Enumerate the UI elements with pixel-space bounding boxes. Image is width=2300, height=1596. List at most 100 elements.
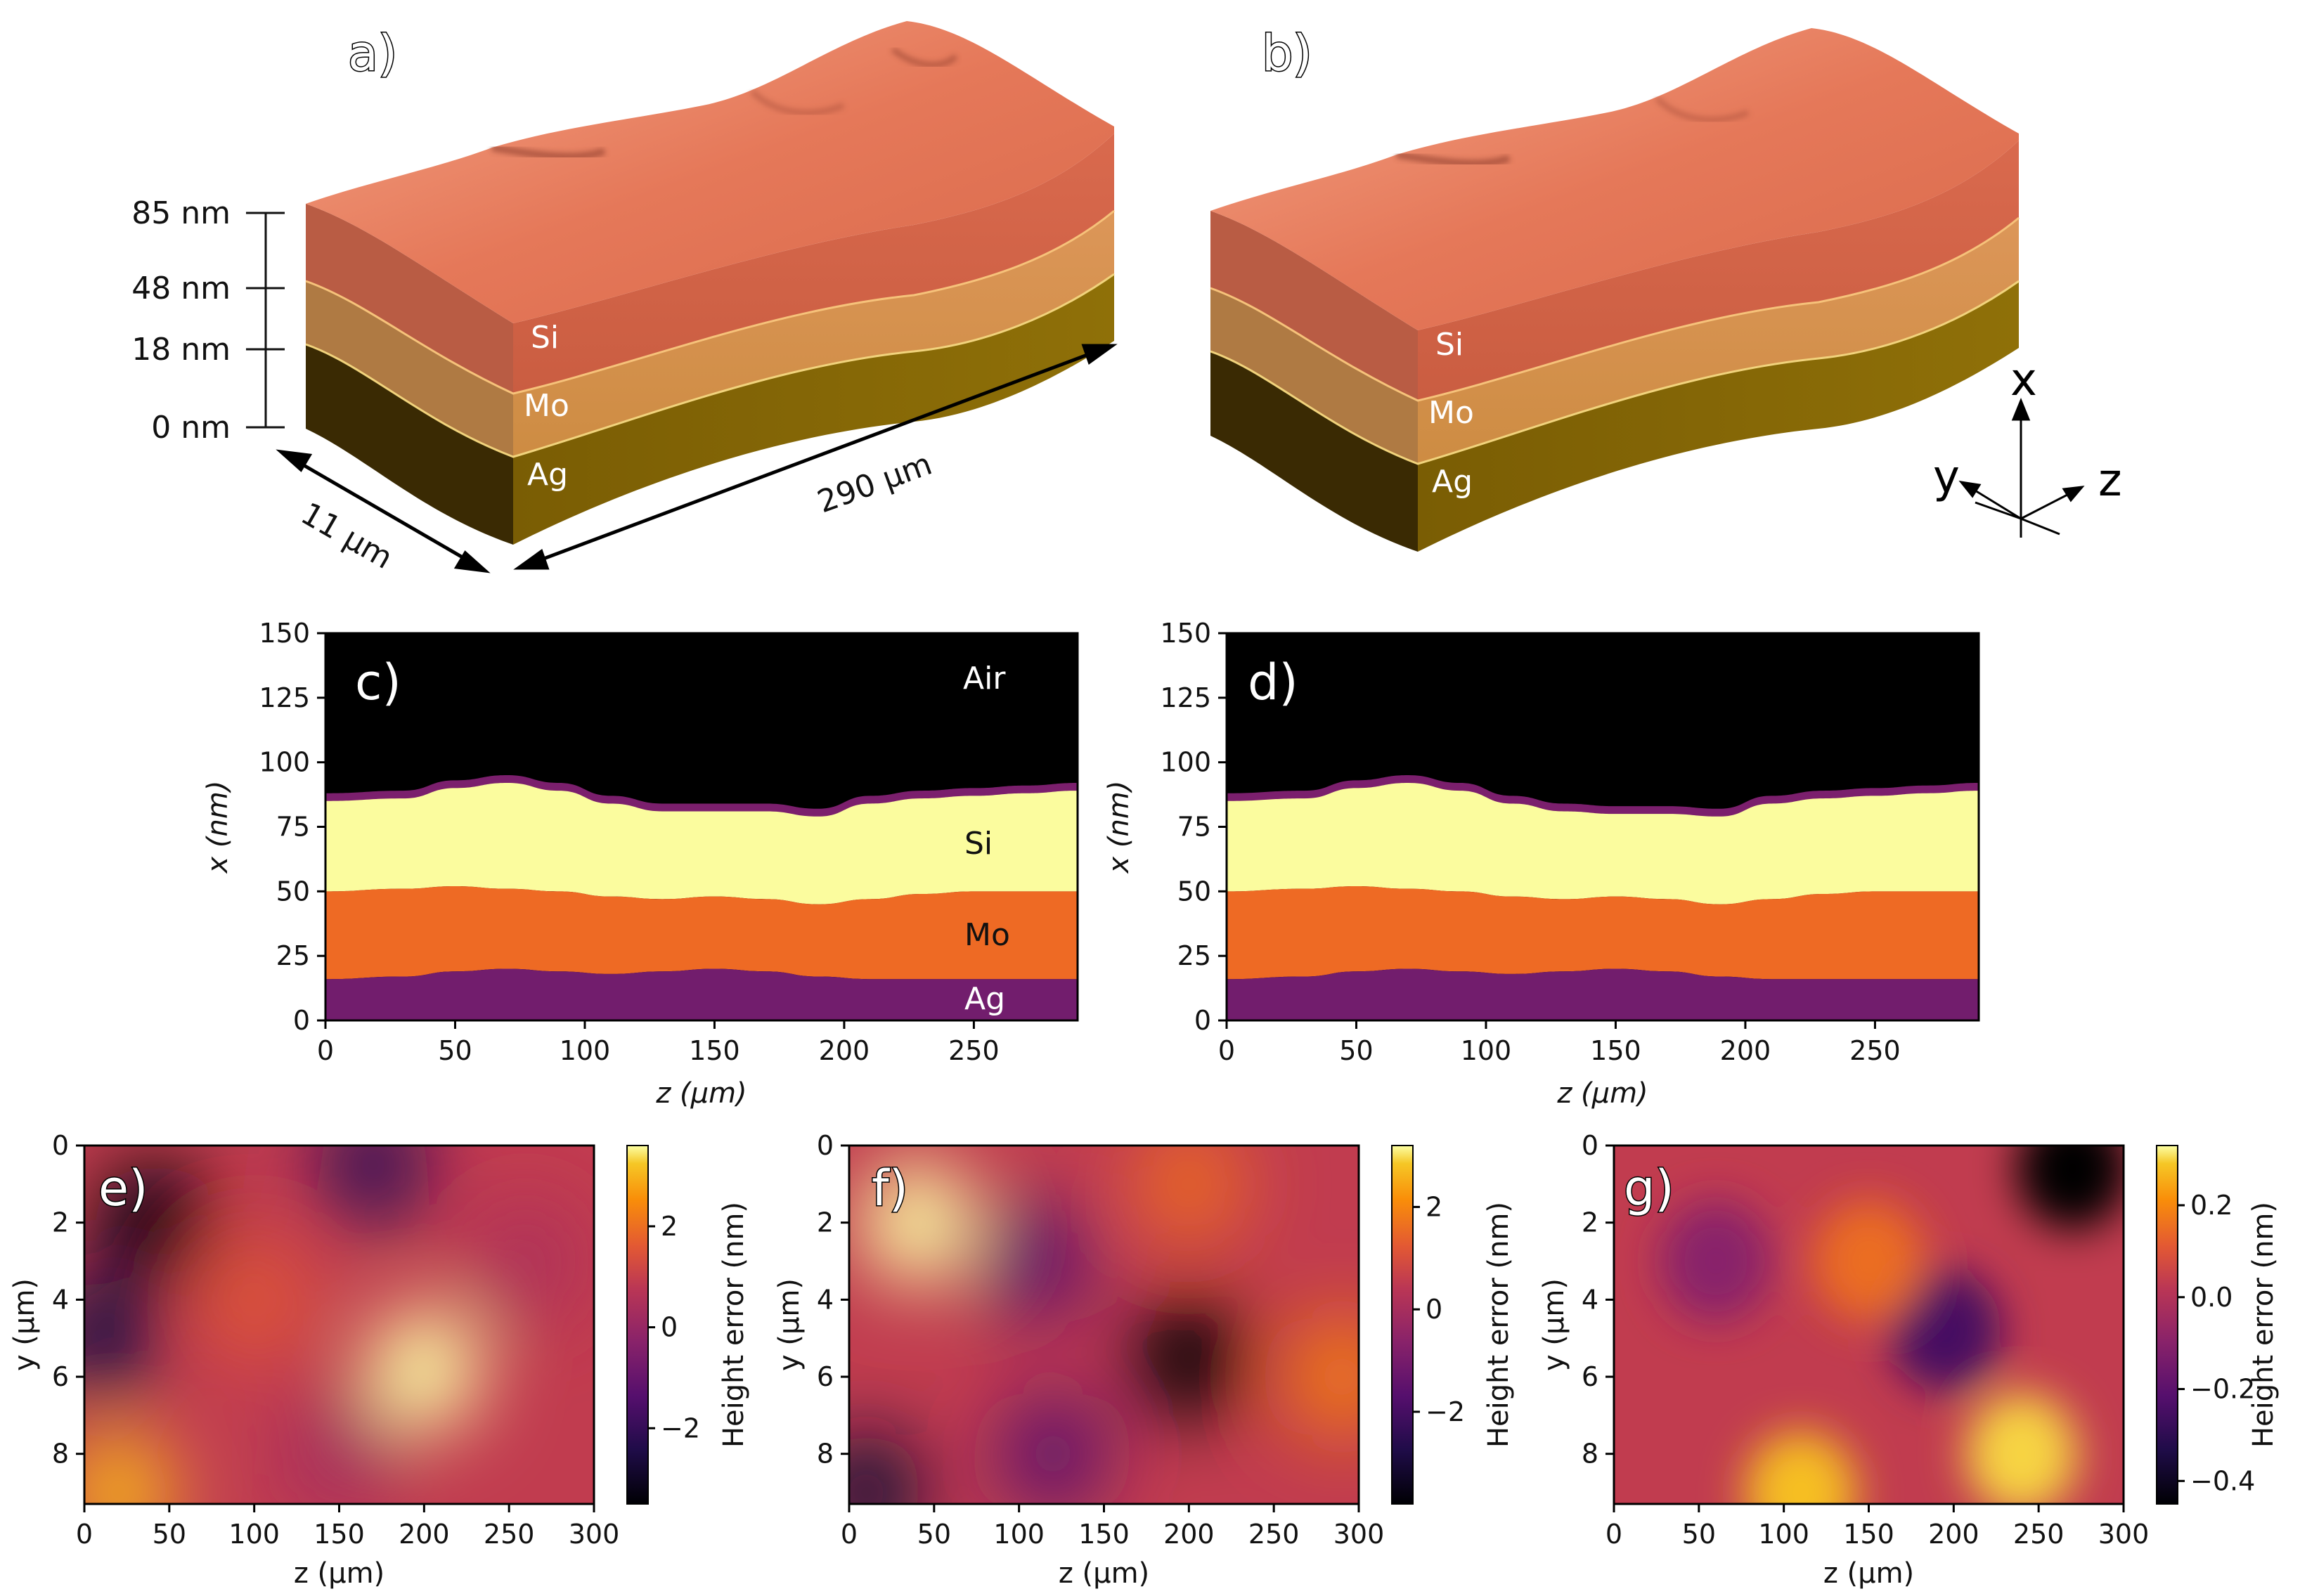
- map-blob: [1660, 1200, 1772, 1323]
- panel-label-e: e): [98, 1160, 148, 1217]
- colorbar-tick-label: −2: [1426, 1396, 1465, 1427]
- dim-label-width: 11 µm: [295, 495, 399, 576]
- x-tick-label: 150: [1590, 1035, 1641, 1066]
- map-blob: [470, 1200, 583, 1323]
- x-tick-label: 150: [1843, 1519, 1894, 1550]
- map-blob: [1745, 1431, 1857, 1504]
- region-label-air: Air: [963, 661, 1006, 696]
- stack-3d-panel-b: [1210, 28, 2020, 552]
- x-tick-label: 50: [438, 1035, 472, 1066]
- map-blob: [849, 1431, 922, 1504]
- y-tick-label: 2: [1582, 1207, 1598, 1238]
- x-tick-label: 100: [993, 1519, 1045, 1550]
- region-label-si: Si: [964, 826, 993, 862]
- panel-label-b: b): [1262, 25, 1312, 82]
- x-tick-label: 250: [948, 1035, 1000, 1066]
- panel-label-f: f): [872, 1160, 908, 1217]
- y-tick-label: 6: [52, 1361, 69, 1392]
- x-tick-label: 250: [2013, 1519, 2065, 1550]
- height-tick-85: 85 nm: [131, 195, 231, 231]
- map-blob: [84, 1431, 175, 1504]
- x-tick-label: 200: [399, 1519, 450, 1550]
- colorbar-tick-label: 0: [661, 1312, 678, 1343]
- layer-label-si-a: Si: [531, 320, 559, 356]
- x-tick-label: 100: [1758, 1519, 1809, 1550]
- region-label-ag: Ag: [964, 981, 1005, 1017]
- colorbar-tick-label: 2: [661, 1211, 678, 1242]
- x-tick-label: 200: [1163, 1519, 1215, 1550]
- map-blob: [980, 1200, 1092, 1323]
- x-tick-label: 0: [76, 1519, 93, 1550]
- x-tick-label: 0: [317, 1035, 334, 1066]
- y-tick-label: 4: [817, 1284, 834, 1315]
- map-blob: [84, 1277, 157, 1399]
- y-tick-label: 8: [1582, 1439, 1598, 1470]
- x-tick-label: 150: [689, 1035, 740, 1066]
- colorbar-tick-label: 0: [1426, 1294, 1442, 1325]
- region-ag: [1227, 968, 1979, 1020]
- x-axis-label: z (µm): [1823, 1557, 1914, 1590]
- map-blob: [860, 1161, 974, 1284]
- y-tick-label: 4: [52, 1284, 69, 1315]
- x-axis-label: z (µm): [655, 1077, 747, 1110]
- coordinate-axes-icon: [1958, 398, 2085, 538]
- y-tick-label: 125: [1160, 682, 1211, 713]
- map-blob: [1889, 1269, 2001, 1391]
- colorbar-label: Height error (nm): [718, 1202, 750, 1448]
- y-axis-label: y (µm): [1538, 1278, 1570, 1371]
- plot-area: [1227, 633, 1979, 1020]
- x-tick-label: 50: [1682, 1519, 1716, 1550]
- axis-glyph-x: x: [2010, 354, 2037, 406]
- y-axis-label: x (nm): [1103, 781, 1135, 875]
- colorbar: [1391, 1145, 1414, 1505]
- x-tick-label: 300: [2098, 1519, 2150, 1550]
- map-blob: [1132, 1296, 1246, 1419]
- panel-label-d: d): [1248, 654, 1298, 711]
- x-tick-label: 50: [153, 1519, 186, 1550]
- height-scale: [246, 212, 285, 429]
- y-tick-label: 50: [276, 876, 310, 907]
- x-tick-label: 50: [1339, 1035, 1373, 1066]
- map-blob: [198, 1238, 311, 1361]
- region-mo: [1227, 885, 1979, 980]
- y-axis-label: x (nm): [202, 781, 234, 875]
- colorbar-tick-label: 2: [1426, 1191, 1442, 1222]
- map-blobs: [1660, 1146, 2124, 1504]
- map-area: [849, 1146, 1359, 1504]
- stack-3d-panel-a: [305, 21, 1115, 545]
- y-tick-label: 0: [293, 1005, 310, 1036]
- map-blob: [1132, 1146, 1246, 1245]
- x-tick-label: 250: [1248, 1519, 1300, 1550]
- x-tick-label: 200: [819, 1035, 870, 1066]
- colorbar-tick-label: 0.2: [2190, 1190, 2233, 1221]
- y-tick-label: 75: [1177, 812, 1211, 843]
- panel-label-g: g): [1624, 1160, 1674, 1217]
- x-axis-label: z (µm): [294, 1557, 385, 1590]
- layer-label-mo-a: Mo: [524, 388, 569, 424]
- height-map-g: 0 50 100 150 200 250 300 0 2 4 6 8 z (µm) y (µm) −0.4 −…: [1538, 1130, 2280, 1590]
- y-tick-label: 0: [52, 1130, 69, 1161]
- map-blobs: [849, 1146, 1359, 1504]
- region-si: [1227, 783, 1979, 904]
- y-tick-label: 4: [1582, 1284, 1598, 1315]
- colorbar-tick-label: −0.4: [2190, 1465, 2255, 1496]
- map-blobs: [84, 1146, 583, 1504]
- dim-label-length: 290 µm: [813, 446, 936, 521]
- height-tick-48: 48 nm: [131, 271, 231, 306]
- panel-label-c: c): [355, 654, 401, 711]
- region-ag: [325, 968, 1078, 1020]
- x-tick-label: 200: [1928, 1519, 1979, 1550]
- height-map-e: 0 50 100 150 200 250 300 0 2 4 6 8 z (µm) y (µm) −2 0 2 H…: [8, 1130, 750, 1590]
- layer-label-ag-b: Ag: [1432, 464, 1473, 500]
- colorbar-label: Height error (nm): [2247, 1202, 2280, 1448]
- plot-area: [325, 633, 1078, 1020]
- layer-label-mo-b: Mo: [1428, 395, 1474, 431]
- height-map-f: 0 50 100 150 200 250 300 0 2 4 6 8 z (µm) y (µm) −2 0 2 H…: [773, 1130, 1515, 1590]
- y-axis-label: y (µm): [773, 1278, 806, 1371]
- y-tick-label: 25: [1177, 940, 1211, 971]
- map-area: [1614, 1146, 2124, 1504]
- dimension-arrows: [276, 344, 1118, 573]
- map-blob: [283, 1393, 396, 1504]
- x-tick-label: 100: [228, 1519, 280, 1550]
- map-blob: [1812, 1200, 1925, 1323]
